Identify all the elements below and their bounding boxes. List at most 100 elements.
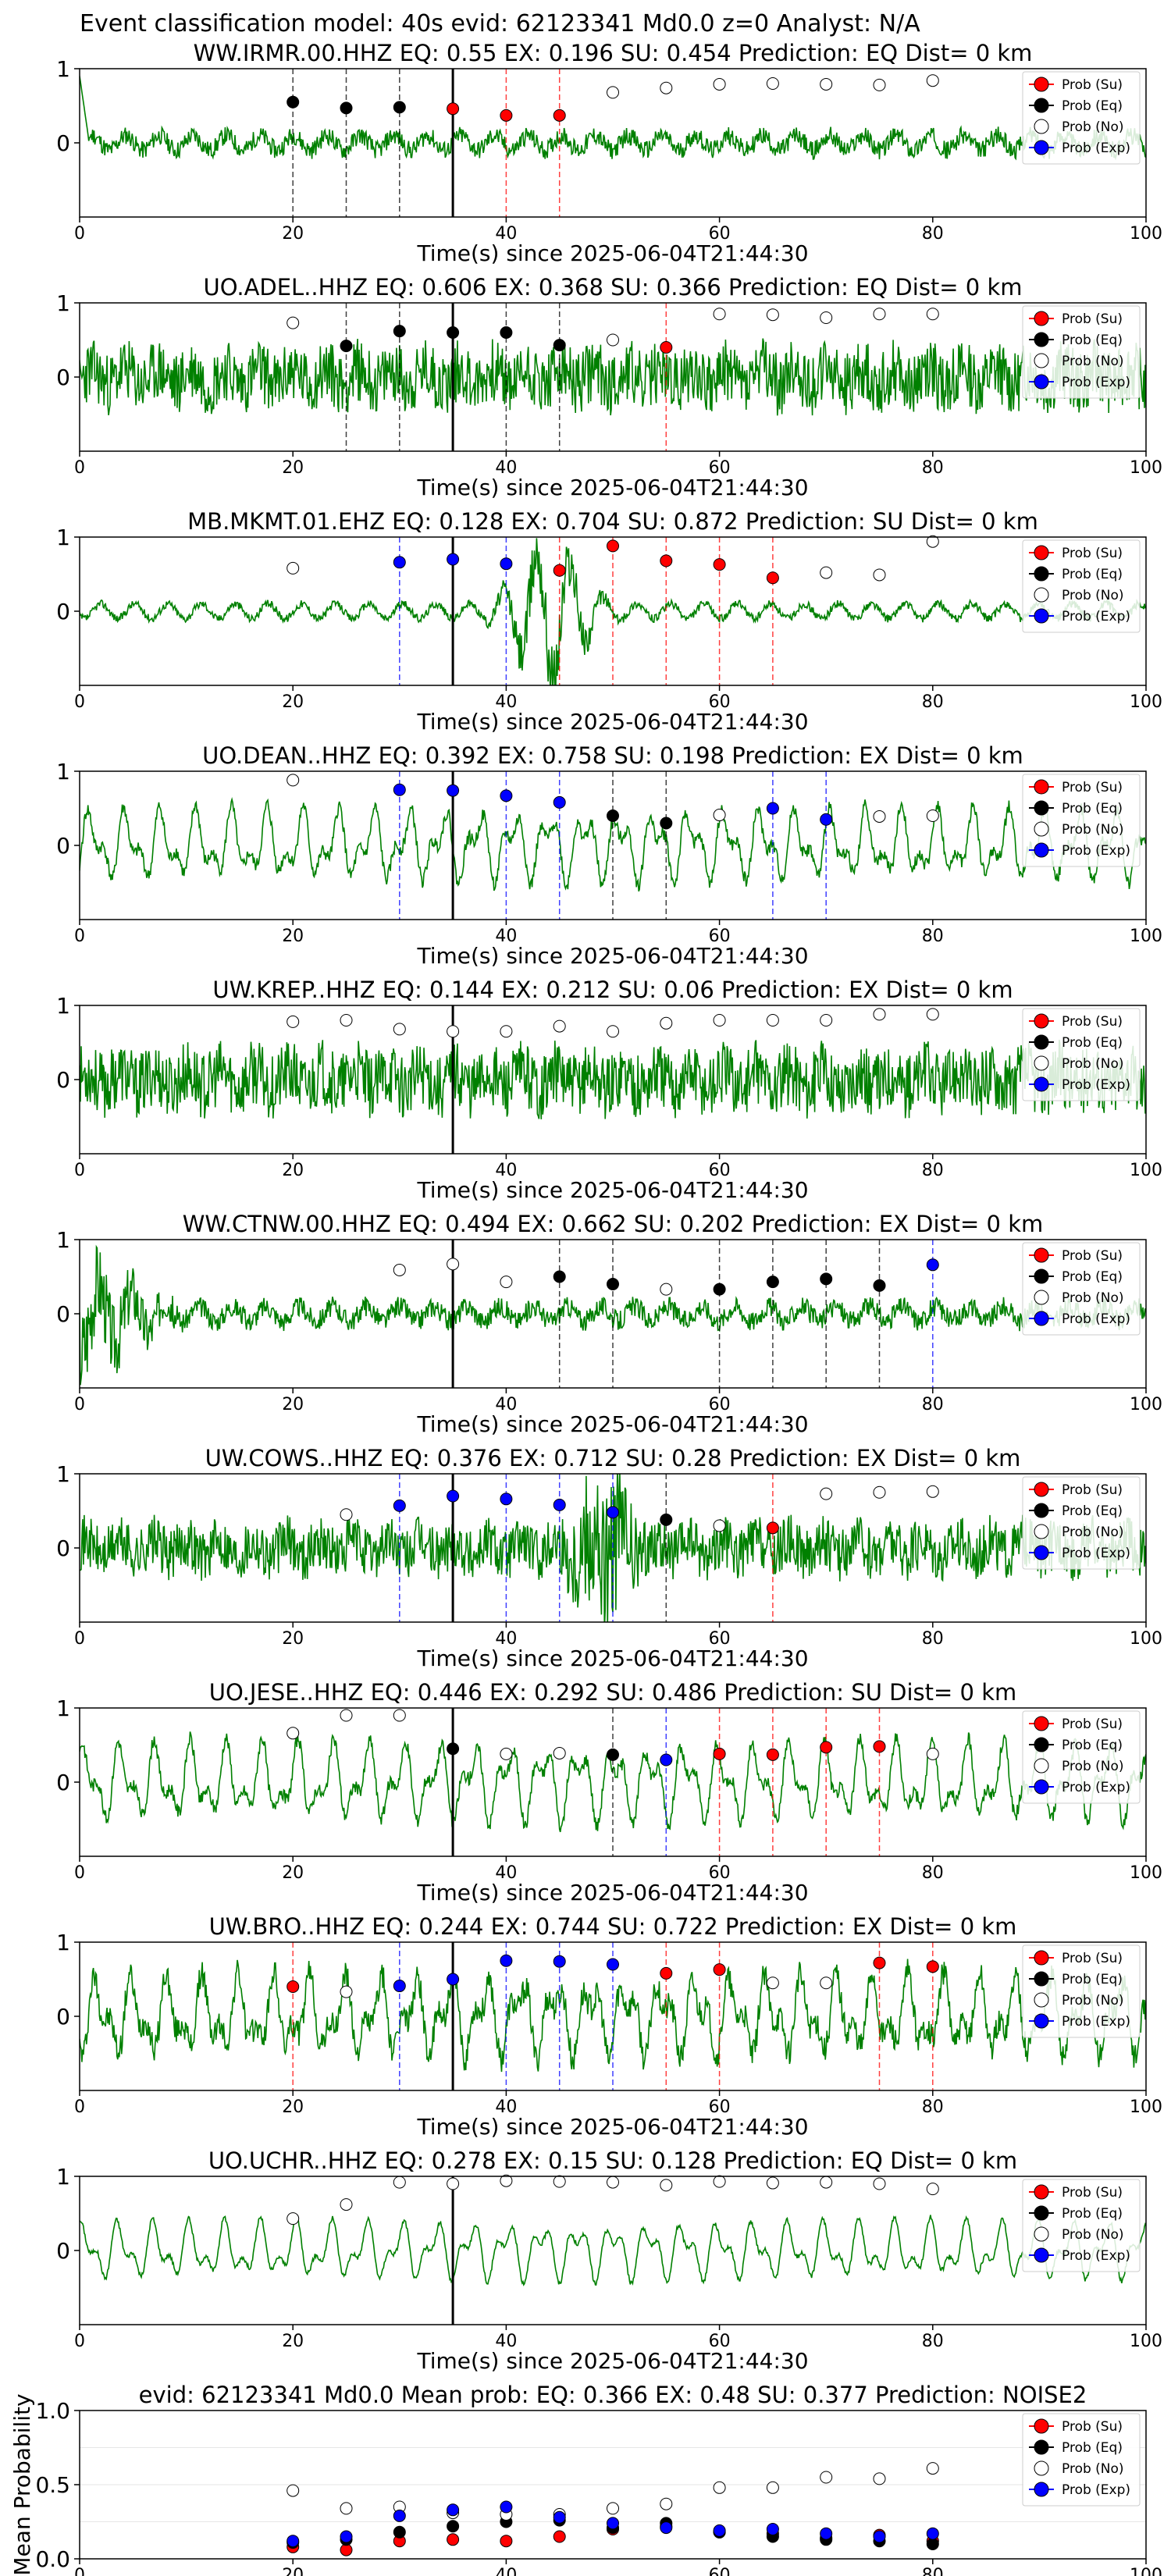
y-tick-label: 1 [56, 1695, 70, 1721]
mean-point-su [447, 2533, 460, 2546]
legend-label-no: Prob (No) [1062, 2461, 1124, 2477]
panel-title: UW.COWS..HHZ EQ: 0.376 EX: 0.712 SU: 0.2… [205, 1445, 1021, 1471]
prob-point-no [660, 2179, 673, 2192]
prob-point-no [820, 1014, 833, 1026]
mean-point-exp [393, 2509, 406, 2522]
x-axis-label: Time(s) since 2025-06-04T21:44:30 [416, 2114, 808, 2140]
legend-label-eq: Prob (Eq) [1062, 1035, 1123, 1051]
prob-point-no [340, 1709, 353, 1722]
x-axis-label: Time(s) since 2025-06-04T21:44:30 [416, 709, 808, 735]
x-tick-label: 60 [709, 1161, 731, 1180]
x-tick-label: 100 [1130, 2332, 1162, 2351]
legend-marker-no [1034, 1992, 1049, 2008]
waveform-trace [80, 76, 1146, 161]
x-tick-label: 40 [495, 1863, 517, 1883]
legend-label-exp: Prob (Exp) [1062, 609, 1130, 624]
legend-label-eq: Prob (Eq) [1062, 801, 1123, 817]
prob-point-su [873, 1956, 886, 1969]
prob-point-no [926, 1747, 939, 1760]
y-tick-label: 1 [56, 993, 70, 1019]
prob-point-no [873, 1008, 886, 1021]
x-tick-label: 20 [282, 2097, 304, 2117]
panel-title: UW.BRO..HHZ EQ: 0.244 EX: 0.744 SU: 0.72… [209, 1913, 1017, 1940]
x-tick-label: 0 [74, 224, 85, 244]
x-tick-label: 80 [922, 1395, 944, 1414]
prob-point-eq [607, 809, 619, 822]
prob-point-su [287, 1980, 300, 1993]
legend-marker-exp [1034, 842, 1049, 858]
x-tick-label: 100 [1130, 692, 1162, 712]
x-tick-label: 80 [922, 927, 944, 946]
prob-point-su [873, 1740, 886, 1753]
legend-marker-exp [1034, 2247, 1049, 2263]
prob-point-no [393, 1709, 406, 1722]
x-tick-label: 80 [922, 2097, 944, 2117]
prob-point-no [766, 1976, 779, 1990]
prob-point-su [660, 341, 673, 354]
x-tick-label: 0 [74, 692, 85, 712]
legend-marker-exp [1034, 140, 1049, 155]
waveform-trace [80, 338, 1146, 416]
prob-point-no [607, 2176, 619, 2189]
y-tick-label: 0 [56, 365, 70, 390]
legend-marker-exp [1034, 608, 1049, 624]
prob-point-no [287, 1727, 300, 1740]
prob-point-no [553, 1746, 566, 1759]
prob-point-su [766, 1521, 779, 1535]
prob-point-su [820, 1741, 833, 1754]
legend-label-su: Prob (Su) [1062, 780, 1123, 795]
panel-title: UO.UCHR..HHZ EQ: 0.278 EX: 0.15 SU: 0.12… [208, 2147, 1017, 2174]
prob-point-no [926, 809, 939, 822]
prob-point-no [713, 77, 726, 91]
legend-label-no: Prob (No) [1062, 119, 1124, 135]
x-tick-label: 60 [709, 458, 731, 478]
legend-marker-su [1034, 1247, 1049, 1263]
prob-point-su [713, 1963, 726, 1976]
prob-point-no [820, 2176, 833, 2189]
prob-point-exp [393, 783, 406, 796]
prob-point-eq [873, 1279, 886, 1292]
panel-0: WW.IRMR.00.HHZ EQ: 0.55 EX: 0.196 SU: 0.… [56, 40, 1162, 266]
legend-label-su: Prob (Su) [1062, 1248, 1123, 1264]
mean-point-exp [500, 2500, 513, 2514]
legend-marker-no [1034, 119, 1049, 134]
x-tick-label: 0 [74, 458, 85, 478]
legend-box [1022, 71, 1141, 165]
prob-point-eq [607, 1278, 619, 1290]
legend-label-su: Prob (Su) [1062, 1014, 1123, 1030]
prob-point-no [873, 809, 886, 823]
y-tick-label: 0 [56, 2238, 70, 2264]
x-tick-label: 100 [1130, 1395, 1162, 1414]
panel-4: UW.KREP..HHZ EQ: 0.144 EX: 0.212 SU: 0.0… [56, 977, 1162, 1203]
legend-box [1022, 2179, 1141, 2272]
panel-title: UO.ADEL..HHZ EQ: 0.606 EX: 0.368 SU: 0.3… [203, 274, 1022, 301]
x-tick-label: 40 [495, 2332, 517, 2351]
x-tick-label: 40 [495, 224, 517, 244]
legend-label-exp: Prob (Exp) [1062, 1780, 1130, 1795]
x-tick-label: 80 [922, 2566, 944, 2576]
legend-marker-su [1034, 1950, 1049, 1966]
legend-box [1022, 1710, 1141, 1804]
legend-marker-no [1034, 1758, 1049, 1774]
prob-point-su [553, 109, 566, 122]
mean-point-no [340, 2502, 353, 2515]
prob-point-eq [766, 1276, 779, 1289]
prob-point-no [287, 1015, 300, 1028]
mean-point-no [873, 2472, 886, 2485]
mean-point-exp [287, 2535, 300, 2548]
prob-point-no [820, 566, 833, 579]
legend-marker-eq [1034, 1268, 1049, 1284]
prob-point-su [660, 554, 673, 568]
prob-point-su [713, 558, 726, 571]
x-tick-label: 40 [495, 1629, 517, 1649]
panel-5: WW.CTNW.00.HHZ EQ: 0.494 EX: 0.662 SU: 0… [56, 1211, 1162, 1437]
legend-label-su: Prob (Su) [1062, 2419, 1123, 2435]
x-tick-label: 60 [709, 2566, 731, 2576]
prob-point-eq [393, 101, 406, 114]
x-tick-label: 0 [74, 2332, 85, 2351]
legend-label-su: Prob (Su) [1062, 1717, 1123, 1732]
mean-point-su [553, 2530, 566, 2543]
legend-label-no: Prob (No) [1062, 1759, 1124, 1774]
x-tick-label: 0 [74, 927, 85, 946]
